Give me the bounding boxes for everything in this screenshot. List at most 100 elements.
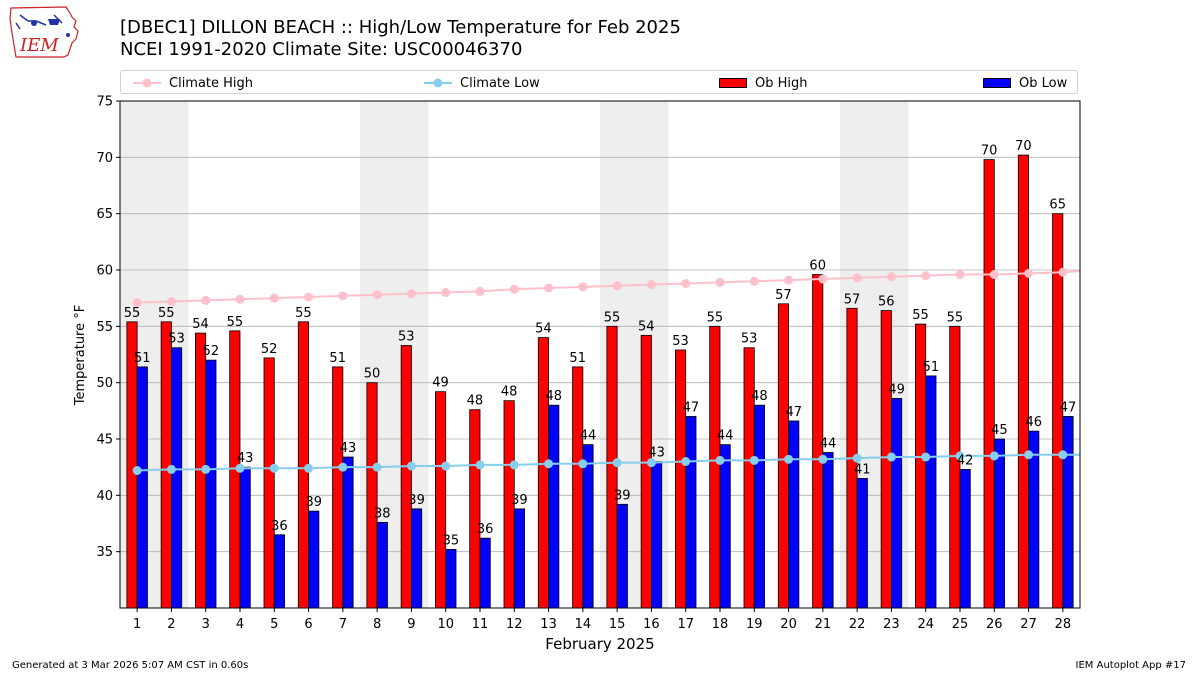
ob-low-bar — [753, 404, 765, 609]
ob-low-label: 39 — [614, 488, 631, 503]
title-line-1: [DBEC1] DILLON BEACH :: High/Low Tempera… — [120, 17, 681, 38]
climate-high-point — [1058, 267, 1068, 277]
climate-high-point — [544, 283, 554, 293]
legend-label-ob-low: Ob Low — [1019, 75, 1068, 91]
ob-high-label: 52 — [261, 342, 278, 357]
ob-low-bar — [925, 375, 937, 609]
x-tick-label: 11 — [472, 617, 489, 632]
x-tick-label: 25 — [952, 617, 969, 632]
climate-high-point — [166, 297, 176, 307]
x-tick-label: 12 — [506, 617, 523, 632]
ob-high-label: 51 — [569, 351, 586, 366]
ob-high-bar — [160, 321, 172, 609]
climate-low-line-icon — [424, 78, 452, 88]
climate-low-point — [578, 459, 588, 469]
ob-low-bar — [856, 478, 868, 609]
plot-frame — [119, 100, 1081, 609]
ob-low-bar — [582, 444, 594, 609]
x-tick-label: 21 — [815, 617, 832, 632]
ob-low-bar — [651, 461, 663, 609]
ob-high-swatch-icon — [719, 78, 747, 88]
ob-low-label: 42 — [957, 453, 974, 468]
ob-low-label: 36 — [477, 522, 494, 537]
ob-high-label: 55 — [604, 310, 621, 325]
ob-high-label: 53 — [672, 334, 689, 349]
x-tick-label: 6 — [304, 617, 312, 632]
ob-high-label: 60 — [809, 259, 826, 274]
ob-low-bar — [239, 466, 251, 609]
y-axis-label: Temperature °F — [73, 305, 88, 406]
x-tick-label: 17 — [677, 617, 694, 632]
ob-high-label: 55 — [295, 306, 312, 321]
legend-item-climate-high: Climate High — [133, 71, 253, 95]
x-tick-label: 9 — [407, 617, 415, 632]
ob-high-label: 55 — [947, 310, 964, 325]
climate-low-point — [989, 451, 999, 461]
y-tick-label: 60 — [96, 264, 113, 279]
ob-low-bar — [1062, 416, 1074, 609]
ob-high-bar — [640, 334, 652, 609]
ob-high-label: 49 — [432, 376, 449, 391]
ob-low-bar — [993, 438, 1005, 609]
x-tick-label: 5 — [270, 617, 278, 632]
climate-low-point — [406, 461, 416, 471]
ob-high-bar — [709, 325, 721, 609]
x-axis-label: February 2025 — [545, 635, 654, 653]
ob-low-label: 43 — [340, 441, 357, 456]
climate-high-point — [1024, 268, 1034, 278]
logo-text: IEM — [19, 35, 59, 56]
x-tick-label: 4 — [236, 617, 244, 632]
climate-high-point — [989, 270, 999, 280]
ob-high-label: 65 — [1049, 198, 1066, 213]
generated-timestamp: Generated at 3 Mar 2026 5:07 AM CST in 0… — [12, 660, 249, 671]
climate-low-point — [921, 452, 931, 462]
climate-high-line-icon — [133, 78, 161, 88]
ob-low-bar — [308, 510, 320, 609]
climate-high-point — [132, 298, 142, 308]
ob-high-label: 48 — [501, 385, 518, 400]
climate-low-point — [1058, 450, 1068, 460]
x-tick-label: 28 — [1055, 617, 1072, 632]
climate-low-point — [475, 460, 485, 470]
ob-high-bar — [537, 337, 549, 609]
climate-low-point — [441, 461, 451, 471]
ob-high-bar — [572, 366, 584, 609]
ob-low-bar — [205, 359, 217, 609]
climate-high-point — [235, 294, 245, 304]
x-tick-label: 7 — [339, 617, 347, 632]
x-tick-label: 14 — [575, 617, 592, 632]
climate-high-point — [852, 273, 862, 283]
ob-low-label: 43 — [648, 446, 665, 461]
ob-low-bar — [479, 537, 491, 609]
ob-low-label: 41 — [854, 462, 871, 477]
climate-high-point — [372, 290, 382, 300]
y-tick-label: 75 — [96, 95, 113, 110]
climate-low-point — [749, 455, 759, 465]
x-tick-label: 20 — [780, 617, 797, 632]
climate-low-point — [818, 454, 828, 464]
ob-low-label: 39 — [511, 493, 528, 508]
climate-high-point — [681, 279, 691, 289]
ob-low-bar — [342, 456, 354, 609]
legend-label-ob-high: Ob High — [755, 75, 808, 91]
climate-high-point — [715, 277, 725, 287]
ob-low-bar — [513, 508, 525, 609]
climate-high-point — [784, 275, 794, 285]
ob-low-bar — [788, 420, 800, 609]
ob-high-label: 54 — [192, 317, 209, 332]
y-tick-label: 35 — [96, 545, 113, 560]
y-tick-label: 50 — [96, 376, 113, 391]
ob-low-label: 53 — [168, 332, 185, 347]
climate-low-point — [338, 462, 348, 472]
legend-label-climate-low: Climate Low — [460, 75, 540, 91]
ob-low-bar — [548, 404, 560, 609]
ob-low-label: 44 — [820, 437, 837, 452]
ob-high-label: 70 — [981, 144, 998, 159]
ob-high-bar — [469, 409, 481, 609]
ob-low-label: 36 — [271, 519, 288, 534]
climate-low-point — [784, 454, 794, 464]
legend-label-climate-high: Climate High — [169, 75, 254, 91]
x-tick-label: 27 — [1020, 617, 1037, 632]
climate-low-point — [269, 463, 279, 473]
x-tick-label: 15 — [609, 617, 626, 632]
